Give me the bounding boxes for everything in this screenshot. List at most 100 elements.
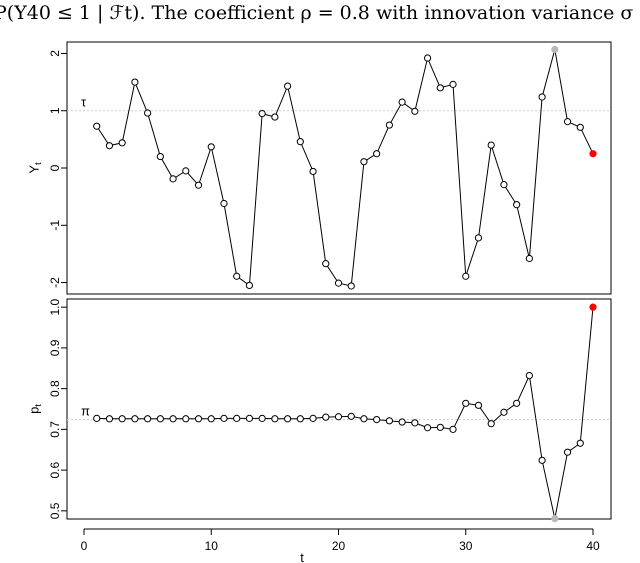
top-data-point (474, 234, 483, 242)
top-highlight-point (551, 45, 559, 54)
top-data-point (284, 82, 292, 90)
bottom-highlight-point (551, 514, 559, 523)
top-ytick-label: 0 (48, 164, 62, 171)
top-ytick-label: 2 (48, 50, 62, 57)
top-data-point (373, 150, 381, 158)
bottom-xtick-label: 10 (205, 539, 219, 553)
top-data-point (156, 152, 164, 161)
top-data-point (182, 167, 190, 175)
bottom-data-point (576, 439, 584, 447)
top-data-point (576, 123, 584, 131)
top-data-point (449, 80, 457, 88)
bottom-highlight-point (589, 303, 597, 311)
bottom-data-point (309, 414, 317, 422)
top-data-point (423, 54, 432, 62)
top-data-point (144, 109, 152, 117)
top-data-point (118, 139, 126, 147)
bottom-data-point (182, 415, 190, 423)
bottom-data-point (118, 415, 126, 423)
figure-caption: P(Y40 ≤ 1 | ℱt). The coefficient ρ = 0.8… (0, 0, 640, 34)
bottom-data-point (194, 415, 203, 423)
bottom-frame (66, 298, 612, 520)
top-data-point (563, 118, 572, 126)
bottom-data-point (105, 415, 114, 423)
top-data-point (500, 181, 508, 189)
bottom-panel: π 0.5 0.6 0.7 0.8 0.9 1.0 pt 0 10 20 30 40 t (26, 298, 612, 563)
top-ylabel: Yt (26, 162, 43, 174)
top-data-point (258, 109, 266, 118)
bottom-xtick-label: 40 (586, 539, 600, 553)
bottom-xlabel: t (300, 550, 304, 563)
bottom-data-point (500, 408, 508, 416)
bottom-xtick-label: 20 (332, 539, 346, 553)
bottom-data-point (538, 456, 546, 464)
bottom-data-point (436, 423, 444, 431)
bottom-data-point (513, 399, 521, 407)
top-data-point (194, 181, 203, 189)
top-data-point (309, 167, 317, 176)
top-data-point (385, 121, 393, 129)
top-series-line (96, 49, 594, 287)
bottom-data-point (474, 401, 483, 409)
bottom-data-point (156, 415, 164, 423)
top-panel: τ -2 -1 0 1 2 Yt (26, 41, 612, 295)
bottom-ytick-label: 0.5 (48, 502, 62, 519)
bottom-data-point (449, 425, 457, 433)
top-data-point (131, 78, 139, 86)
bottom-ytick-label: 0.6 (48, 461, 62, 478)
bottom-data-point (334, 413, 343, 421)
top-ytick-label: -2 (48, 277, 62, 288)
top-ytick-label: 1 (48, 107, 62, 114)
bottom-data-point (322, 413, 330, 421)
bottom-data-point (220, 414, 228, 422)
top-data-point (233, 272, 241, 280)
bottom-ytick-label: 0.7 (48, 421, 62, 438)
bottom-data-point (373, 415, 381, 424)
bottom-data-point (144, 415, 152, 423)
bottom-data-point (296, 415, 304, 423)
top-ytick-label: -1 (48, 220, 62, 231)
top-data-point (436, 84, 444, 92)
bottom-data-point (487, 420, 495, 428)
bottom-data-point (207, 415, 215, 423)
bottom-data-point (233, 414, 241, 422)
bottom-data-point (398, 418, 406, 426)
top-data-point (334, 279, 343, 287)
top-data-point (538, 93, 546, 101)
bottom-data-point (563, 448, 572, 456)
bottom-data-point (525, 371, 533, 380)
top-data-point (169, 175, 177, 183)
bottom-data-point (131, 415, 139, 423)
bottom-data-point (271, 415, 279, 423)
bottom-data-point (385, 417, 393, 425)
top-data-point (347, 282, 355, 290)
top-data-point (245, 281, 254, 290)
top-data-point (105, 142, 114, 150)
top-data-point (487, 141, 495, 149)
bottom-xtick-label: 0 (81, 539, 88, 553)
bottom-ylabel: pt (26, 404, 43, 414)
bottom-data-point (347, 412, 355, 420)
top-data-point (207, 143, 215, 151)
bottom-data-point (411, 419, 419, 427)
top-data-point (462, 272, 470, 280)
top-data-point (360, 158, 368, 166)
bottom-ytick-label: 1.0 (48, 298, 62, 315)
bottom-ytick-label: 0.9 (48, 339, 62, 356)
top-data-point (525, 254, 533, 263)
bottom-series-line (96, 307, 594, 519)
bottom-data-point (423, 424, 432, 432)
top-highlight-point (589, 150, 597, 158)
top-data-point (513, 201, 521, 209)
top-ylabel-sub: t (33, 162, 43, 165)
top-data-point (296, 138, 304, 146)
bottom-data-point (245, 414, 254, 422)
bottom-data-point (93, 414, 101, 422)
top-data-point (322, 260, 330, 268)
bottom-ytick-label: 0.8 (48, 380, 62, 397)
top-data-point (220, 199, 228, 208)
bottom-data-point (462, 399, 470, 407)
bottom-reference-label: π (81, 404, 90, 419)
top-data-point (411, 107, 419, 115)
